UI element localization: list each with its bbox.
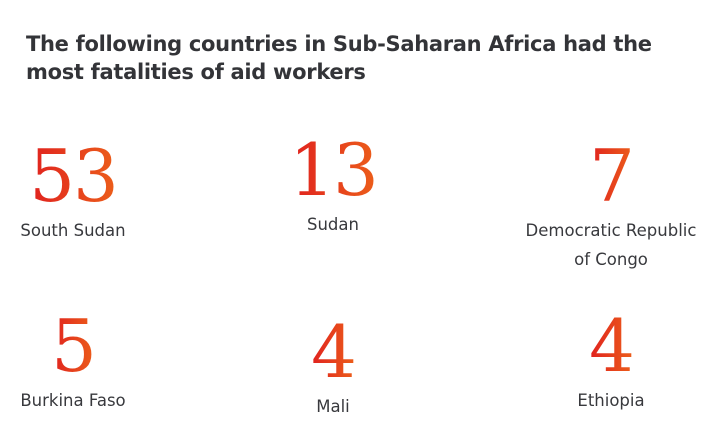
stat-country: Sudan (307, 215, 359, 234)
stat-democratic-republic-of-congo: 7 Democratic Republic of Congo (525, 140, 697, 274)
stat-burkina-faso: 5 Burkina Faso (10, 310, 136, 415)
stat-south-sudan: 53 South Sudan (10, 140, 136, 245)
stat-value: 13 (289, 128, 379, 212)
stat-value: 4 (589, 304, 635, 388)
stat-value: 4 (311, 310, 357, 394)
stat-ethiopia: 4 Ethiopia (548, 310, 674, 415)
stat-sudan: 13 Sudan (270, 134, 396, 239)
stat-country: Democratic Republic of Congo (525, 221, 697, 269)
stat-value: 7 (589, 134, 635, 218)
stat-country: South Sudan (20, 221, 126, 240)
stat-country: Burkina Faso (20, 391, 126, 410)
stat-value: 5 (51, 304, 97, 388)
stat-value: 53 (29, 134, 119, 218)
stat-mali: 4 Mali (270, 316, 396, 421)
stat-country: Mali (316, 397, 350, 416)
page-title: The following countries in Sub-Saharan A… (26, 32, 652, 84)
stat-country: Ethiopia (577, 391, 645, 410)
